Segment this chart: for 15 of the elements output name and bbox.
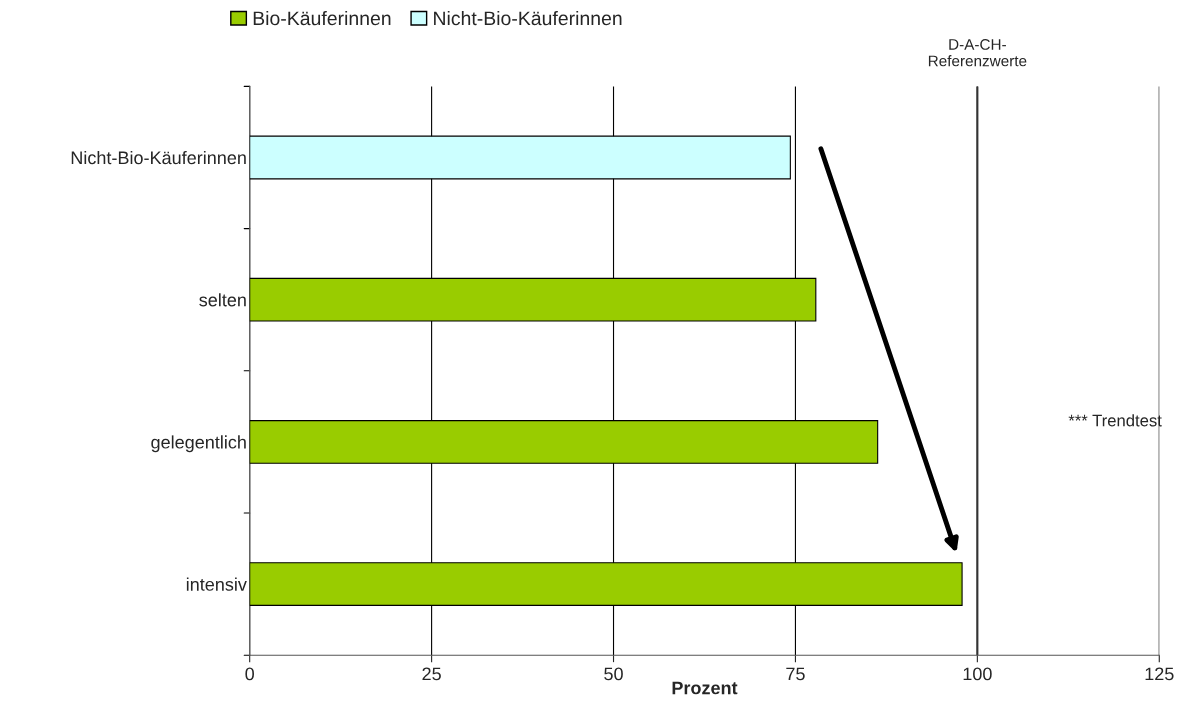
y-tick-label: selten bbox=[199, 293, 246, 307]
y-tick-label: Nicht-Bio-Käuferinnen bbox=[71, 150, 246, 165]
x-tick-label: 50 bbox=[604, 667, 623, 681]
legend-label: Bio-Käuferinnen bbox=[253, 10, 391, 26]
y-tick-label: intensiv bbox=[186, 577, 247, 591]
x-tick-label: 75 bbox=[786, 667, 805, 681]
annotation: *** Trendtest bbox=[1068, 414, 1162, 427]
x-tick-label: 0 bbox=[245, 667, 254, 681]
x-tick-label: 100 bbox=[963, 667, 992, 681]
y-tick-label: gelegentlich bbox=[151, 435, 246, 453]
ref-line-label: D-A-CH- Referenzwerte bbox=[928, 39, 1027, 67]
x-tick-label: 125 bbox=[1145, 667, 1174, 681]
x-axis-title: Prozent bbox=[672, 681, 738, 695]
x-tick-label: 25 bbox=[422, 667, 441, 681]
legend-label: Nicht-Bio-Käuferinnen bbox=[434, 10, 622, 26]
